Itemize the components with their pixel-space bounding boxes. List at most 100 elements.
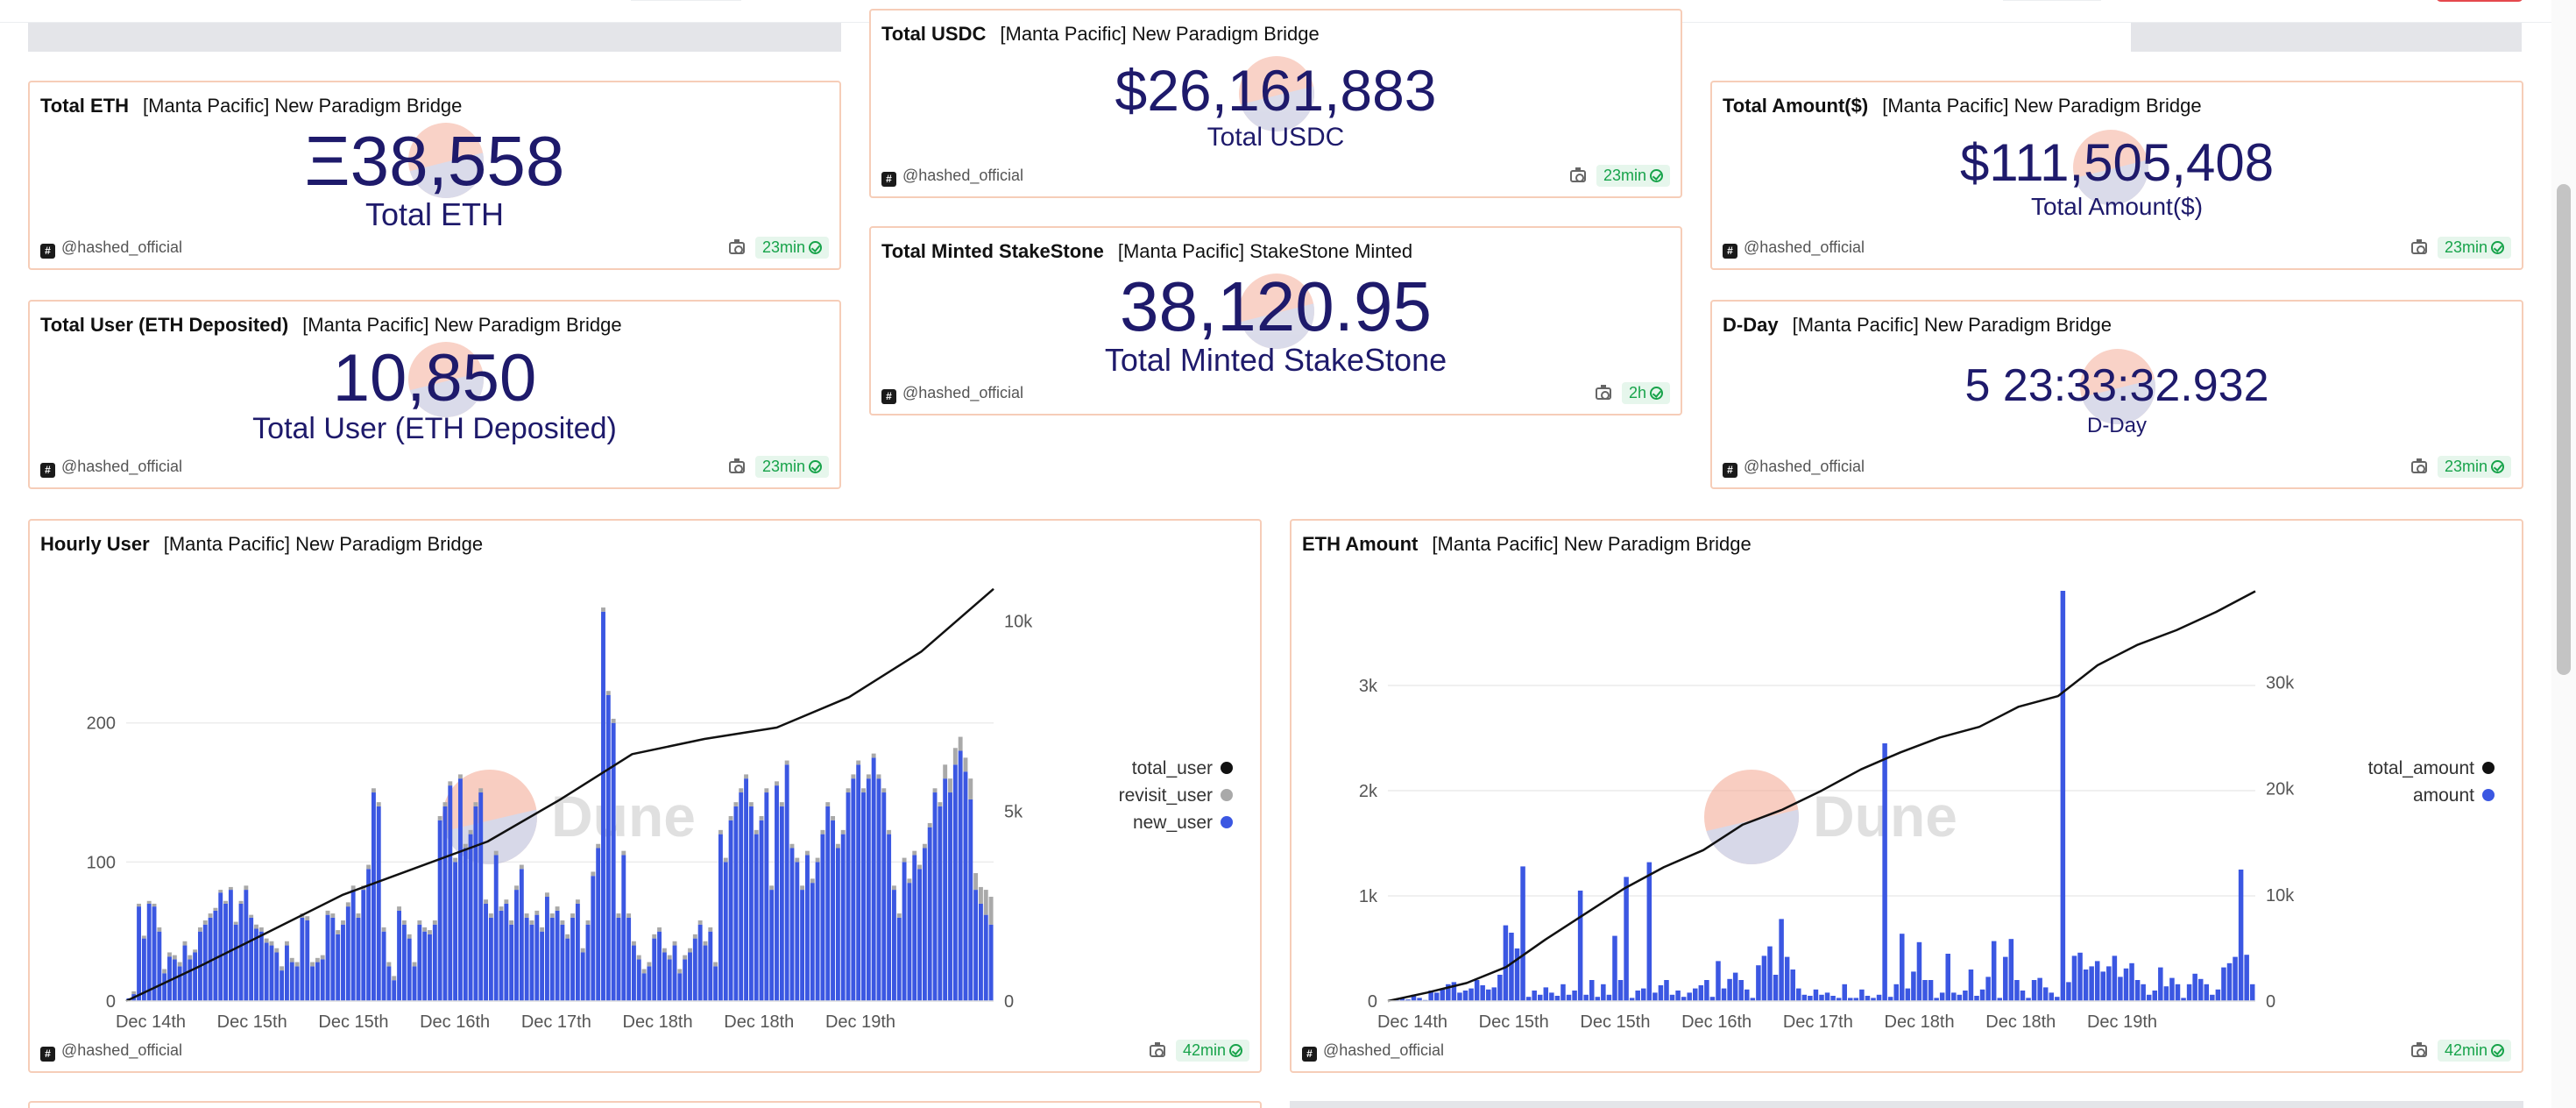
toolbar-button[interactable] bbox=[2003, 0, 2101, 1]
bar-new_user bbox=[397, 910, 402, 1001]
author-name: @hashed_official bbox=[1323, 1041, 1445, 1059]
bar-new_user bbox=[213, 910, 218, 1001]
bar-new_user bbox=[137, 906, 142, 1001]
x-tick-label: Dec 14th bbox=[116, 1012, 186, 1032]
bar-revisit_user bbox=[739, 788, 744, 793]
bar-revisit_user bbox=[392, 976, 397, 981]
camera-icon[interactable] bbox=[728, 458, 745, 473]
bar-revisit_user bbox=[948, 778, 952, 793]
bar-new_user bbox=[289, 962, 294, 1001]
bar-new_user bbox=[713, 966, 718, 1001]
check-icon bbox=[1650, 387, 1663, 400]
bar-revisit_user bbox=[540, 927, 545, 932]
camera-icon[interactable] bbox=[2410, 458, 2427, 473]
y-right-tick-label: 0 bbox=[2266, 992, 2275, 1012]
bar-new_user bbox=[795, 862, 800, 1001]
bar-new_user bbox=[484, 903, 489, 1001]
bar-revisit_user bbox=[182, 941, 188, 946]
bar-amount bbox=[2077, 952, 2083, 1001]
bar-amount bbox=[1491, 987, 1497, 1001]
bar-revisit_user bbox=[708, 927, 713, 932]
bar-new_user bbox=[815, 862, 820, 1001]
next-card-right bbox=[1290, 1101, 2523, 1108]
bar-revisit_user bbox=[504, 899, 509, 904]
x-tick-label: Dec 16th bbox=[1681, 1012, 1752, 1032]
author-link[interactable]: # @hashed_official bbox=[1302, 1041, 1444, 1062]
bar-new_user bbox=[927, 827, 932, 1001]
freshness-badge[interactable]: 23min bbox=[754, 237, 829, 259]
toolbar-action-button[interactable] bbox=[2436, 0, 2523, 2]
bar-new_user bbox=[540, 931, 545, 1001]
chart-card-hourly-user[interactable]: Hourly User [Manta Pacific] New Paradigm … bbox=[28, 519, 1262, 1073]
freshness-badge[interactable]: 23min bbox=[2437, 456, 2511, 478]
bar-revisit_user bbox=[371, 788, 376, 793]
freshness-badge[interactable]: 23min bbox=[754, 456, 829, 478]
bar-revisit_user bbox=[866, 774, 871, 779]
counter-card-total-user[interactable]: Total User (ETH Deposited) [Manta Pacific… bbox=[28, 300, 841, 489]
bar-revisit_user bbox=[804, 850, 810, 856]
counter-card-total-amount[interactable]: Total Amount($) [Manta Pacific] New Parad… bbox=[1710, 81, 2523, 270]
bar-revisit_user bbox=[718, 829, 723, 835]
bar-revisit_user bbox=[810, 878, 815, 884]
card-footer: # @hashed_official 23min bbox=[1723, 237, 2511, 259]
bar-amount bbox=[1848, 998, 1853, 1001]
bar-amount bbox=[1572, 991, 1577, 1001]
bar-new_user bbox=[605, 694, 611, 1001]
camera-icon[interactable] bbox=[728, 238, 745, 254]
bar-revisit_user bbox=[820, 829, 825, 835]
author-link[interactable]: # @hashed_official bbox=[40, 238, 182, 259]
bar-revisit_user bbox=[887, 829, 892, 835]
y-left-tick-label: 1k bbox=[1359, 887, 1378, 906]
bar-amount bbox=[1543, 987, 1549, 1001]
bar-revisit_user bbox=[167, 952, 172, 957]
bar-revisit_user bbox=[448, 781, 453, 786]
camera-icon[interactable] bbox=[1569, 167, 1586, 182]
card-title: Total Amount($) [Manta Pacific] New Parad… bbox=[1723, 95, 2202, 117]
author-link[interactable]: # @hashed_official bbox=[1723, 458, 1865, 478]
scrollbar-thumb[interactable] bbox=[2557, 184, 2571, 675]
bar-new_user bbox=[356, 917, 361, 1001]
bar-new_user bbox=[345, 906, 350, 1001]
freshness-badge[interactable]: 23min bbox=[2437, 237, 2511, 259]
bar-amount bbox=[1985, 977, 1991, 1001]
author-name: @hashed_official bbox=[61, 1041, 183, 1059]
card-name: Total Minted StakeStone bbox=[881, 240, 1104, 262]
check-icon bbox=[1229, 1044, 1242, 1057]
author-link[interactable]: # @hashed_official bbox=[40, 458, 182, 478]
bar-revisit_user bbox=[315, 957, 320, 962]
chart-card-eth-amount[interactable]: ETH Amount [Manta Pacific] New Paradigm B… bbox=[1290, 519, 2523, 1073]
bar-revisit_user bbox=[509, 920, 514, 925]
bar-revisit_user bbox=[484, 899, 489, 904]
freshness-badge[interactable]: 23min bbox=[1596, 165, 1670, 187]
author-link[interactable]: # @hashed_official bbox=[40, 1041, 182, 1062]
author-link[interactable]: # @hashed_official bbox=[881, 167, 1023, 187]
counter-card-total-eth[interactable]: Total ETH [Manta Pacific] New Paradigm Br… bbox=[28, 81, 841, 270]
camera-icon[interactable] bbox=[2410, 1041, 2427, 1057]
bar-revisit_user bbox=[733, 802, 739, 806]
bar-revisit_user bbox=[927, 822, 932, 827]
bar-new_user bbox=[840, 834, 846, 1001]
freshness-badge[interactable]: 2h bbox=[1621, 382, 1670, 404]
bar-amount bbox=[1457, 992, 1462, 1001]
counter-card-total-usdc[interactable]: Total USDC [Manta Pacific] New Paradigm B… bbox=[869, 9, 1682, 198]
bar-revisit_user bbox=[432, 920, 437, 925]
card-name: Total Amount($) bbox=[1723, 95, 1869, 117]
toolbar-button[interactable] bbox=[631, 0, 741, 1]
bar-new_user bbox=[412, 966, 417, 1001]
bar-revisit_user bbox=[254, 924, 258, 929]
camera-icon[interactable] bbox=[1149, 1041, 1165, 1057]
bar-amount bbox=[1808, 996, 1813, 1001]
bar-amount bbox=[2210, 994, 2215, 1001]
camera-icon[interactable] bbox=[2410, 238, 2427, 254]
freshness-badge[interactable]: 42min bbox=[2437, 1040, 2511, 1062]
bar-new_user bbox=[784, 764, 789, 1001]
camera-icon[interactable] bbox=[1595, 384, 1611, 400]
author-link[interactable]: # @hashed_official bbox=[881, 384, 1023, 404]
x-tick-label: Dec 17th bbox=[521, 1012, 591, 1032]
freshness-badge[interactable]: 42min bbox=[1175, 1040, 1249, 1062]
counter-card-d-day[interactable]: D-Day [Manta Pacific] New Paradigm Bridge… bbox=[1710, 300, 2523, 489]
legend-dot bbox=[1221, 816, 1233, 828]
counter-card-total-minted[interactable]: Total Minted StakeStone [Manta Pacific] S… bbox=[869, 226, 1682, 416]
x-tick-label: Dec 15th bbox=[1580, 1012, 1650, 1032]
author-link[interactable]: # @hashed_official bbox=[1723, 238, 1865, 259]
